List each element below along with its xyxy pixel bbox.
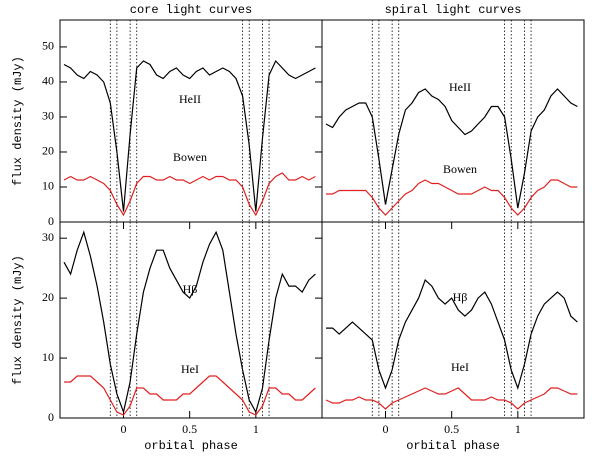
series-line	[326, 279, 578, 390]
series-line	[63, 172, 316, 217]
y-tick-label: 30	[42, 230, 54, 244]
x-tick-label: 1	[515, 422, 521, 436]
x-tick-label: 1	[253, 422, 259, 436]
series-label: HeII	[179, 92, 201, 106]
series-line	[325, 387, 578, 410]
series-label: HeI	[181, 362, 199, 376]
y-tick-label: 20	[42, 290, 54, 304]
series-label: HeI	[451, 360, 469, 374]
x-tick-label: 0	[383, 422, 389, 436]
y-axis-label: flux density (mJy)	[11, 56, 25, 186]
y-tick-label: 20	[42, 144, 54, 158]
plot-frame	[59, 221, 323, 419]
x-tick-label: 0	[121, 422, 127, 436]
series-label: HeII	[449, 80, 471, 94]
series-label: Hβ	[453, 290, 468, 304]
y-tick-label: 30	[42, 109, 54, 123]
x-tick-label: 0.5	[444, 422, 459, 436]
x-tick-label: 0.5	[182, 422, 197, 436]
panel-title: spiral light curves	[385, 3, 522, 17]
series-line	[63, 59, 316, 212]
x-axis-label: orbital phase	[406, 439, 500, 453]
x-axis-label: orbital phase	[144, 439, 238, 453]
y-tick-label: 0	[48, 214, 54, 228]
y-tick-label: 0	[48, 410, 54, 424]
plot-frame	[59, 19, 323, 223]
series-label: Bowen	[443, 162, 477, 176]
y-tick-label: 50	[42, 39, 54, 53]
series-line	[325, 88, 578, 209]
series-line	[326, 179, 578, 216]
y-tick-label: 40	[42, 74, 54, 88]
series-line	[64, 375, 316, 416]
plot-frame	[321, 221, 585, 419]
y-tick-label: 10	[42, 179, 54, 193]
y-axis-label: flux density (mJy)	[11, 255, 25, 385]
panel-title: core light curves	[130, 3, 252, 17]
series-line	[63, 230, 316, 415]
series-label: Bowen	[173, 150, 207, 164]
y-tick-label: 10	[42, 350, 54, 364]
series-label: Hβ	[183, 282, 198, 296]
